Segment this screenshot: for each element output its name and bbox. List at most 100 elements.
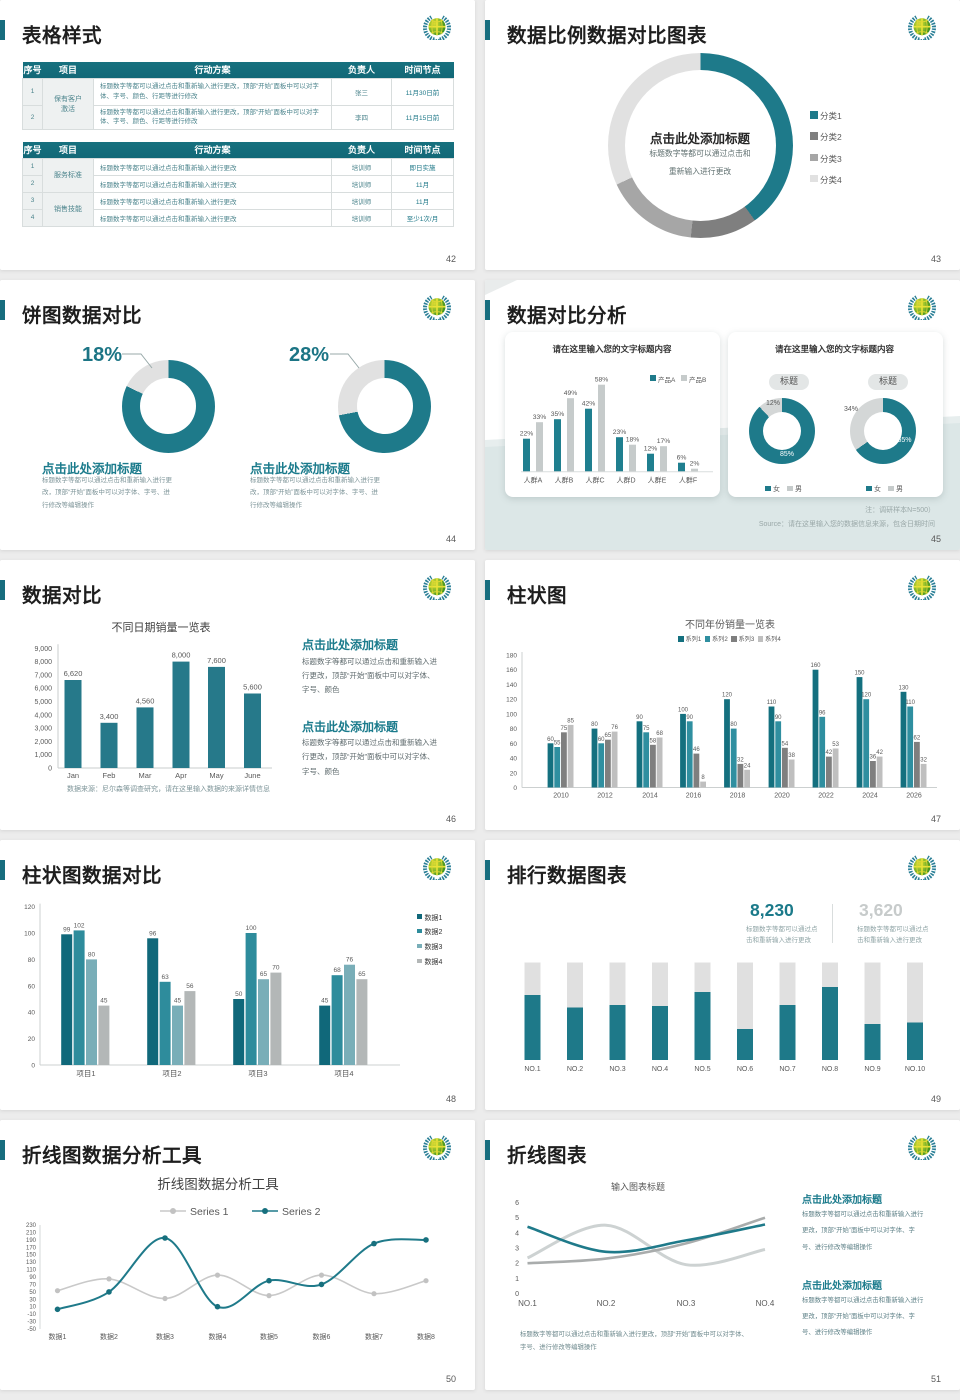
svg-text:54: 54 — [782, 741, 789, 747]
svg-text:10: 10 — [29, 1305, 36, 1311]
svg-text:40: 40 — [510, 756, 518, 763]
svg-text:55: 55 — [554, 741, 561, 747]
svg-text:数据5: 数据5 — [260, 1332, 278, 1341]
svg-text:65: 65 — [605, 733, 612, 739]
svg-text:人群B: 人群B — [555, 476, 574, 485]
svg-text:6,000: 6,000 — [34, 686, 52, 693]
svg-text:80: 80 — [510, 726, 518, 733]
svg-text:76: 76 — [611, 725, 618, 731]
svg-text:58%: 58% — [595, 377, 609, 384]
svg-text:22%: 22% — [520, 431, 534, 438]
svg-text:NO.4: NO.4 — [652, 1066, 668, 1073]
svg-text:June: June — [244, 771, 260, 780]
svg-text:96: 96 — [149, 930, 157, 937]
svg-text:60: 60 — [510, 741, 518, 748]
svg-text:45: 45 — [174, 998, 182, 1005]
svg-text:数据8: 数据8 — [417, 1332, 435, 1341]
svg-text:项目4: 项目4 — [334, 1069, 353, 1078]
svg-text:58: 58 — [650, 738, 657, 744]
svg-text:75: 75 — [561, 726, 568, 732]
svg-text:90: 90 — [775, 715, 782, 721]
svg-text:68: 68 — [656, 731, 663, 737]
svg-text:2014: 2014 — [642, 793, 658, 800]
svg-text:90: 90 — [636, 715, 643, 721]
svg-text:数据3: 数据3 — [156, 1332, 174, 1341]
svg-text:NO.9: NO.9 — [864, 1066, 880, 1073]
svg-text:110: 110 — [905, 700, 915, 706]
svg-text:160: 160 — [506, 667, 517, 674]
svg-text:2020: 2020 — [774, 793, 790, 800]
svg-text:人群F: 人群F — [679, 476, 697, 485]
svg-text:NO.1: NO.1 — [524, 1066, 540, 1073]
svg-text:150: 150 — [26, 1253, 37, 1259]
svg-text:42%: 42% — [582, 401, 596, 408]
svg-text:42: 42 — [826, 750, 833, 756]
svg-text:90: 90 — [29, 1275, 36, 1281]
svg-text:100: 100 — [506, 711, 517, 718]
svg-text:35%: 35% — [551, 411, 565, 418]
svg-text:数据7: 数据7 — [365, 1332, 383, 1341]
svg-text:NO.1: NO.1 — [518, 1299, 537, 1308]
svg-text:80: 80 — [591, 722, 598, 728]
svg-text:数据6: 数据6 — [313, 1332, 331, 1341]
svg-text:NO.3: NO.3 — [677, 1299, 696, 1308]
svg-text:4,560: 4,560 — [136, 696, 155, 705]
svg-text:36: 36 — [870, 755, 877, 761]
svg-text:110: 110 — [767, 700, 777, 706]
svg-text:17%: 17% — [657, 438, 671, 445]
svg-text:38: 38 — [788, 753, 795, 759]
svg-text:2010: 2010 — [553, 793, 569, 800]
svg-text:50: 50 — [235, 991, 243, 998]
svg-text:5: 5 — [515, 1215, 519, 1222]
svg-text:NO.3: NO.3 — [609, 1066, 625, 1073]
svg-text:45: 45 — [100, 998, 108, 1005]
svg-text:120: 120 — [861, 693, 872, 699]
svg-text:60: 60 — [598, 737, 605, 743]
svg-text:33%: 33% — [533, 414, 547, 421]
svg-text:96: 96 — [819, 710, 826, 716]
svg-text:32: 32 — [920, 757, 927, 763]
svg-text:100: 100 — [678, 707, 689, 713]
svg-text:2016: 2016 — [686, 793, 702, 800]
svg-text:NO.4: NO.4 — [756, 1299, 775, 1308]
svg-text:100: 100 — [246, 925, 257, 932]
svg-text:32: 32 — [737, 757, 744, 763]
svg-text:0: 0 — [515, 1291, 519, 1298]
svg-text:20: 20 — [28, 1036, 36, 1043]
svg-text:6,620: 6,620 — [64, 669, 83, 678]
svg-text:7,000: 7,000 — [34, 672, 52, 679]
svg-text:6: 6 — [515, 1200, 519, 1207]
svg-text:数据2: 数据2 — [100, 1332, 118, 1341]
svg-text:150: 150 — [854, 671, 865, 677]
svg-text:8,000: 8,000 — [172, 651, 191, 660]
svg-text:68: 68 — [333, 967, 341, 974]
svg-text:May: May — [209, 771, 223, 780]
svg-text:62: 62 — [914, 735, 921, 741]
svg-text:80: 80 — [730, 722, 737, 728]
svg-text:项目3: 项目3 — [248, 1069, 267, 1078]
svg-text:230: 230 — [26, 1223, 37, 1229]
svg-text:4,000: 4,000 — [34, 712, 52, 719]
svg-text:60: 60 — [547, 737, 554, 743]
svg-text:53: 53 — [832, 742, 839, 748]
svg-text:-10: -10 — [27, 1312, 36, 1318]
svg-text:人群C: 人群C — [585, 476, 604, 485]
svg-text:46: 46 — [693, 747, 700, 753]
svg-text:80: 80 — [88, 951, 96, 958]
svg-text:-30: -30 — [27, 1320, 36, 1326]
svg-text:项目1: 项目1 — [76, 1069, 95, 1078]
svg-text:2%: 2% — [690, 461, 700, 468]
svg-text:Series 2: Series 2 — [282, 1206, 321, 1218]
svg-text:NO.7: NO.7 — [779, 1066, 795, 1073]
svg-text:65: 65 — [358, 971, 366, 978]
svg-text:Apr: Apr — [175, 771, 187, 780]
svg-text:项目2: 项目2 — [162, 1069, 181, 1078]
svg-text:Feb: Feb — [103, 771, 116, 780]
svg-text:数据4: 数据4 — [209, 1332, 227, 1341]
svg-text:180: 180 — [506, 653, 517, 660]
svg-text:7,600: 7,600 — [207, 656, 226, 665]
svg-text:63: 63 — [161, 974, 169, 981]
svg-text:30: 30 — [29, 1297, 36, 1303]
svg-text:42: 42 — [876, 750, 883, 756]
svg-text:人群D: 人群D — [616, 476, 635, 485]
